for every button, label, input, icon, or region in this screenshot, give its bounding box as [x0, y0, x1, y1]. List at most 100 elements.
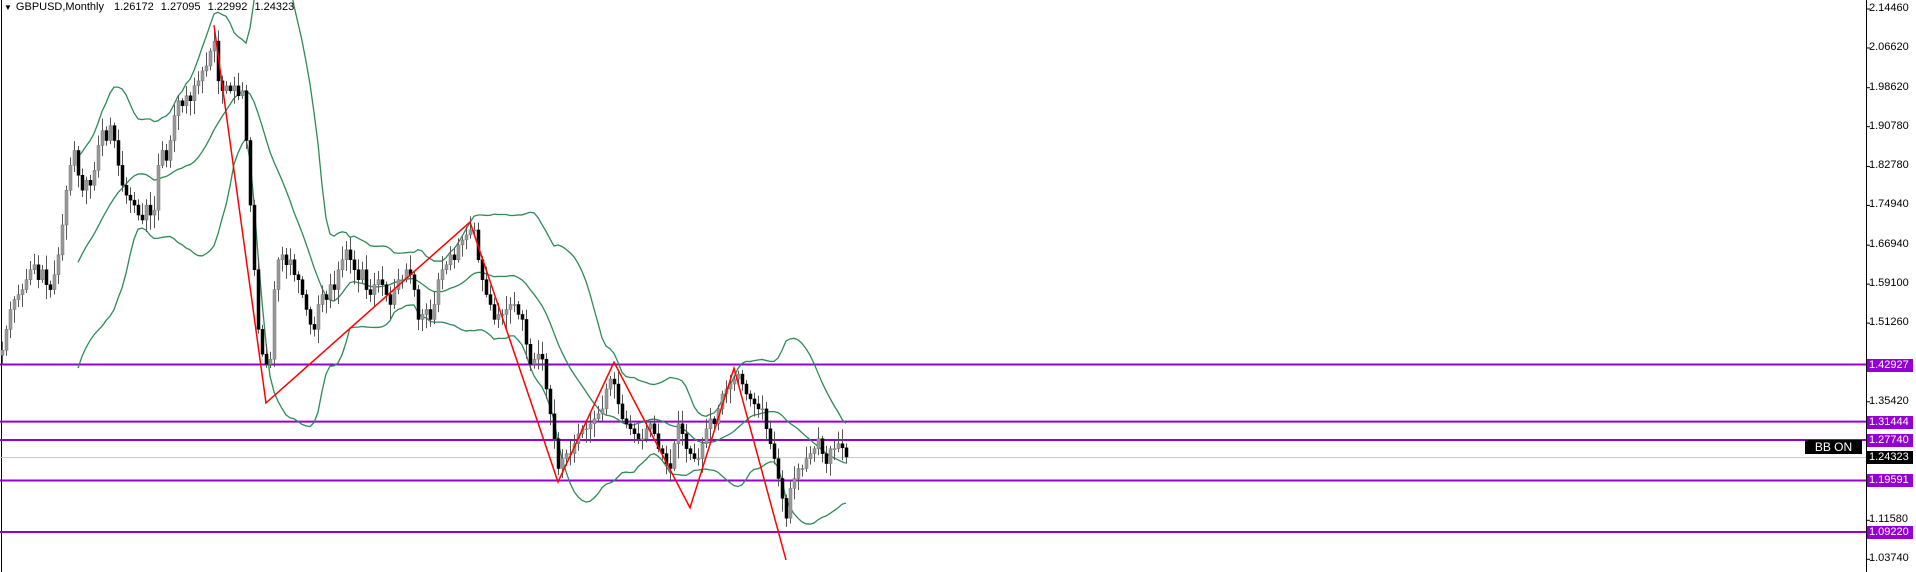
bull-candle: [812, 448, 817, 454]
axis-tick-label: 1.35420: [1869, 394, 1909, 407]
bear-candle: [840, 443, 845, 449]
bull-candle: [456, 244, 461, 261]
bear-candle: [260, 329, 265, 355]
bull-candle: [376, 279, 381, 285]
bull-candle: [704, 428, 709, 444]
bear-candle: [612, 378, 617, 385]
axis-tick-label: 1.51260: [1869, 316, 1909, 329]
bear-candle: [744, 383, 749, 395]
bull-candle: [596, 413, 601, 420]
axis-tick-label: 1.90780: [1869, 119, 1909, 132]
bull-candle: [208, 50, 213, 67]
bull-candle: [328, 284, 333, 300]
bull-candle: [40, 269, 45, 280]
bear-candle: [756, 403, 761, 410]
bull-candle: [144, 204, 149, 221]
bull-candle: [360, 269, 365, 280]
bull-candle: [804, 458, 809, 469]
bear-candle: [388, 294, 393, 305]
bear-candle: [488, 294, 493, 305]
bull-candle: [280, 254, 285, 261]
bull-candle: [648, 423, 653, 430]
level-price-label: 1.42927: [1867, 358, 1913, 372]
bear-candle: [384, 284, 389, 295]
bull-candle: [696, 458, 701, 460]
bear-candle: [692, 453, 697, 459]
bear-candle: [752, 398, 757, 405]
bear-candle: [776, 458, 781, 479]
high-value: 1.27095: [160, 1, 201, 13]
dropdown-triangle-icon[interactable]: ▼: [4, 2, 12, 12]
bull-candle: [20, 289, 25, 295]
bull-candle: [732, 378, 737, 385]
bear-candle: [180, 100, 185, 106]
bull-candle: [268, 358, 273, 365]
bear-candle: [124, 184, 129, 196]
bear-candle: [256, 269, 261, 330]
bear-candle: [284, 254, 289, 266]
bear-candle: [556, 438, 561, 469]
bull-candle: [272, 289, 277, 360]
bull-candle: [288, 259, 293, 266]
bull-candle: [504, 309, 509, 315]
bull-candle: [28, 269, 33, 280]
axis-tick-label: 1.74940: [1869, 198, 1909, 211]
bear-candle: [128, 194, 133, 201]
bear-candle: [296, 274, 301, 280]
open-value: 1.26172: [113, 1, 154, 13]
low-value: 1.22992: [207, 1, 248, 13]
bear-candle: [452, 254, 457, 261]
bear-candle: [116, 140, 121, 166]
bear-candle: [680, 423, 685, 434]
bull-candle: [468, 229, 473, 236]
bull-candle: [96, 145, 101, 171]
bear-candle: [412, 274, 417, 290]
bull-candle: [64, 189, 69, 226]
bear-candle: [76, 150, 81, 176]
bb-on-button[interactable]: BB ON: [1805, 440, 1862, 454]
bear-candle: [380, 279, 385, 285]
level-price-label: 1.09220: [1867, 526, 1913, 540]
bear-candle: [324, 294, 329, 300]
bull-candle: [816, 438, 821, 449]
bear-candle: [632, 428, 637, 434]
bear-candle: [684, 433, 689, 449]
bull-candle: [212, 40, 217, 52]
bull-candle: [8, 309, 13, 330]
level-price-label: 1.27740: [1867, 433, 1913, 447]
candles: [0, 29, 849, 527]
bull-candle: [588, 423, 593, 430]
bull-candle: [232, 85, 237, 92]
bull-candle: [184, 95, 189, 106]
bull-candle: [800, 468, 805, 470]
zigzag-line: [213, 25, 787, 561]
axis-tick-label: 1.98620: [1869, 80, 1909, 93]
current-price-label: 1.24323: [1867, 450, 1913, 464]
bear-candle: [492, 304, 497, 320]
axis-tick-label: 1.66940: [1869, 238, 1909, 251]
bull-candle: [592, 418, 597, 425]
bear-candle: [164, 150, 169, 161]
bull-candle: [56, 254, 61, 275]
bull-candle: [160, 150, 165, 166]
bull-candle: [372, 284, 377, 295]
bear-candle: [552, 413, 557, 439]
bull-candle: [792, 478, 797, 489]
bull-candle: [728, 383, 733, 390]
bull-candle: [172, 115, 177, 141]
bull-candle: [52, 274, 57, 290]
axis-tick-label: 1.03740: [1869, 552, 1909, 565]
horizontal-levels: [0, 363, 1866, 534]
bull-candle: [828, 448, 833, 464]
bear-candle: [748, 393, 753, 400]
bear-candle: [844, 447, 849, 458]
bull-candle: [508, 304, 513, 310]
bear-candle: [312, 324, 317, 330]
bear-candle: [428, 309, 433, 320]
bull-candle: [708, 418, 713, 430]
bear-candle: [264, 353, 269, 365]
bull-candle: [196, 80, 201, 87]
bull-candle: [344, 249, 349, 261]
bear-candle: [516, 304, 521, 315]
